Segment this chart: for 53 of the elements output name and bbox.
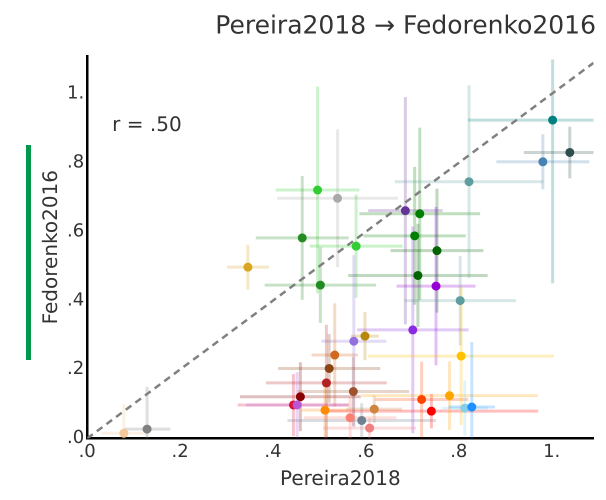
point bbox=[357, 416, 366, 425]
point bbox=[426, 406, 436, 416]
point bbox=[333, 194, 342, 203]
chart-title: Pereira2018 → Fedorenko2016 bbox=[215, 10, 596, 40]
point bbox=[330, 350, 340, 360]
point bbox=[324, 364, 334, 373]
point bbox=[360, 332, 370, 341]
point bbox=[296, 392, 305, 402]
y-axis-title: Fedorenko2016 bbox=[38, 170, 62, 324]
point bbox=[456, 352, 466, 361]
point bbox=[320, 406, 330, 415]
point bbox=[370, 404, 379, 414]
point bbox=[292, 400, 302, 410]
point bbox=[346, 413, 355, 422]
point bbox=[413, 270, 422, 280]
annotation: r = .50 bbox=[112, 112, 182, 136]
point bbox=[467, 402, 476, 412]
point bbox=[456, 296, 465, 306]
point bbox=[432, 246, 442, 256]
point bbox=[349, 336, 358, 346]
y-tick-label: .2 bbox=[66, 358, 84, 380]
point bbox=[400, 206, 410, 216]
point bbox=[410, 231, 420, 240]
point bbox=[316, 280, 325, 290]
x-tick-label: .6 bbox=[357, 440, 374, 462]
point bbox=[548, 116, 558, 125]
point bbox=[432, 282, 441, 291]
point bbox=[313, 186, 322, 195]
y-tick-label: .4 bbox=[66, 289, 84, 310]
point bbox=[298, 233, 307, 242]
point bbox=[408, 325, 418, 334]
point bbox=[243, 262, 252, 272]
y-tick-label: .0 bbox=[66, 427, 84, 448]
x-axis-title: Pereira2018 bbox=[280, 466, 401, 490]
point bbox=[142, 424, 152, 434]
point bbox=[417, 394, 426, 404]
point bbox=[119, 428, 128, 438]
y-tick-label: .8 bbox=[66, 151, 84, 172]
point bbox=[565, 148, 574, 157]
point bbox=[352, 242, 361, 251]
point bbox=[538, 157, 548, 166]
x-tick-label: .2 bbox=[171, 440, 189, 462]
y-tick-label: .6 bbox=[66, 220, 84, 242]
point bbox=[464, 177, 474, 186]
point bbox=[445, 391, 454, 400]
x-tick-label: .8 bbox=[450, 440, 468, 462]
point bbox=[415, 209, 424, 218]
point bbox=[348, 387, 358, 396]
y-tick-label: 1. bbox=[66, 82, 84, 104]
point bbox=[365, 424, 374, 433]
x-tick-label: .4 bbox=[264, 440, 282, 462]
point bbox=[322, 378, 331, 388]
x-tick-label: 1. bbox=[543, 440, 560, 462]
